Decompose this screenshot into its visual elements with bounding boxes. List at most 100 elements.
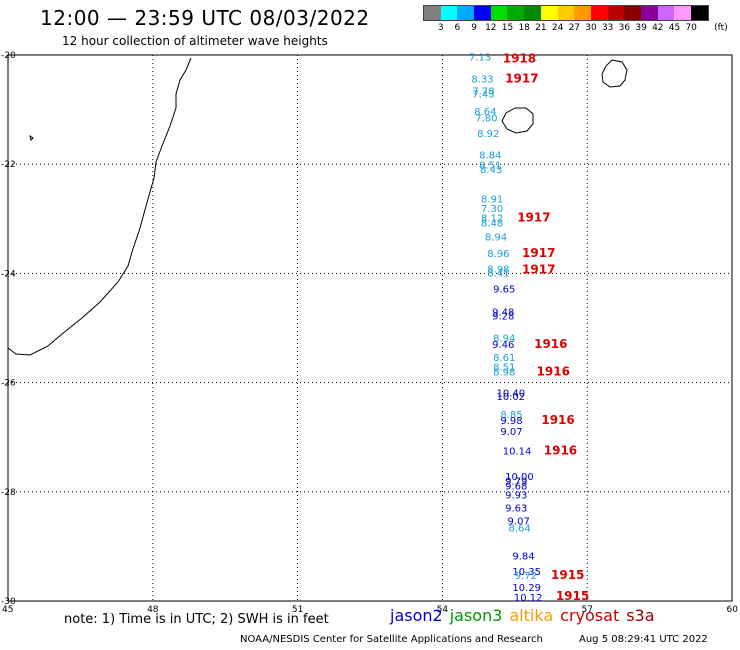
wave-height-value: 10.02 bbox=[496, 392, 525, 403]
reunion-island bbox=[501, 107, 534, 134]
color-scale-tick: 18 bbox=[518, 23, 530, 33]
wave-height-value: 9.07 bbox=[500, 427, 522, 438]
latitude-tick-label: -30 bbox=[1, 597, 16, 607]
wave-height-value: 9.68 bbox=[505, 482, 527, 493]
wave-height-value: 8.94 bbox=[485, 233, 507, 244]
color-swatch-4 bbox=[490, 6, 508, 20]
longitude-tick-label: 48 bbox=[147, 605, 159, 615]
color-scale-tick: 36 bbox=[618, 23, 631, 33]
wave-height-value: 8.51 bbox=[493, 363, 515, 374]
color-swatch-9 bbox=[574, 6, 591, 20]
wave-height-value: 9.28 bbox=[492, 311, 514, 322]
color-swatch-12 bbox=[624, 6, 641, 20]
islet bbox=[29, 134, 34, 141]
color-scale-unit: (ft) bbox=[714, 23, 728, 33]
footer-note: note: 1) Time is in UTC; 2) SWH is in fe… bbox=[64, 612, 329, 627]
longitude-tick-label: 54 bbox=[437, 605, 449, 615]
wave-height-value: 10.12 bbox=[514, 593, 543, 604]
wave-height-value: 10.14 bbox=[503, 447, 532, 458]
color-swatch-14 bbox=[657, 6, 675, 20]
color-scale-tick: 9 bbox=[471, 23, 477, 33]
latitude-tick-label: -20 bbox=[1, 51, 16, 61]
color-scale-tick: 33 bbox=[601, 23, 614, 33]
color-scale-tick: 24 bbox=[551, 23, 564, 33]
color-scale-tick: 15 bbox=[501, 23, 514, 33]
color-scale-tick: 39 bbox=[635, 23, 647, 33]
pass-time-label: 1917 bbox=[522, 262, 555, 276]
mission-jason2: jason2 bbox=[390, 606, 443, 625]
wave-height-value: 8.61 bbox=[493, 353, 515, 364]
wave-height-value: 8.92 bbox=[477, 129, 499, 140]
wave-height-value: 8.64 bbox=[509, 524, 531, 535]
color-scale-tick: 70 bbox=[685, 23, 697, 33]
color-scale-tick: 30 bbox=[585, 23, 597, 33]
wave-height-value: 9.07 bbox=[508, 517, 530, 528]
mission-legend: jason2 jason3 altika cryosat s3a bbox=[390, 606, 662, 625]
credit-line: NOAA/NESDIS Center for Satellite Applica… bbox=[240, 634, 543, 645]
pass-time-label: 1916 bbox=[537, 365, 570, 379]
wave-height-value: 8.64 bbox=[474, 107, 496, 118]
mission-s3a: s3a bbox=[626, 606, 655, 625]
madagascar-coastline bbox=[7, 57, 192, 356]
color-swatch-8 bbox=[557, 6, 575, 20]
wave-height-value: 8.33 bbox=[471, 74, 493, 85]
wave-height-value: 9.65 bbox=[493, 285, 515, 296]
wave-height-value: 8.48 bbox=[481, 218, 503, 229]
color-scale-tick: 42 bbox=[652, 23, 664, 33]
wave-height-value: 10.35 bbox=[512, 567, 541, 578]
observation-layer: 7.138.337.787.438.647.808.928.848.518.43… bbox=[469, 52, 543, 604]
latitude-tick-label: -24 bbox=[1, 269, 16, 279]
wave-height-value: 9.84 bbox=[512, 552, 534, 563]
color-swatch-16 bbox=[691, 6, 708, 20]
wave-height-value: 8.51 bbox=[479, 161, 501, 172]
wave-height-value: 9.93 bbox=[505, 490, 527, 501]
wave-height-value: 9.63 bbox=[505, 503, 527, 514]
pass-time-label: 1917 bbox=[522, 246, 555, 260]
generated-timestamp: Aug 5 08:29:41 UTC 2022 bbox=[579, 634, 708, 645]
mission-cryosat: cryosat bbox=[560, 606, 620, 625]
wave-height-value: 7.30 bbox=[481, 204, 503, 215]
color-scale-tick: 12 bbox=[485, 23, 497, 33]
color-swatch-5 bbox=[507, 6, 525, 20]
wave-height-value: 9.48 bbox=[492, 307, 514, 318]
color-swatch-10 bbox=[590, 6, 608, 20]
wave-height-value: 10.29 bbox=[512, 583, 541, 594]
chart-title: 12:00 — 23:59 UTC 08/03/2022 bbox=[40, 6, 370, 30]
color-swatch-3 bbox=[474, 6, 491, 20]
latitude-tick-label: -26 bbox=[1, 379, 16, 389]
wave-height-value: 8.84 bbox=[479, 151, 501, 162]
wave-height-value: 8.85 bbox=[500, 410, 522, 421]
wave-height-value: 9.79 bbox=[505, 477, 527, 488]
longitude-tick-label: 57 bbox=[581, 605, 592, 615]
color-swatch-2 bbox=[457, 6, 475, 20]
color-swatch-15 bbox=[674, 6, 691, 20]
color-swatch-1 bbox=[440, 6, 458, 20]
map-frame bbox=[7, 54, 733, 602]
wave-height-value: 9.46 bbox=[492, 340, 514, 351]
color-scale-tick: 45 bbox=[668, 23, 681, 33]
pass-time-label: 1917 bbox=[517, 211, 550, 225]
color-swatch-11 bbox=[607, 6, 625, 20]
wave-height-value: 8.98 bbox=[493, 368, 515, 379]
latitude-tick-label: -28 bbox=[1, 488, 16, 498]
color-scale-tick: 27 bbox=[568, 23, 581, 33]
wave-height-value: 8.98 bbox=[487, 264, 509, 275]
wave-height-value: 10.00 bbox=[505, 472, 534, 483]
longitude-tick-label: 45 bbox=[2, 605, 13, 615]
hour-label-layer: 1918 1917 1917 1917 1917 1916 1916 1916 1916 1915… bbox=[503, 52, 589, 603]
pass-time-label: 1916 bbox=[534, 337, 567, 351]
pass-time-label: 1915 bbox=[551, 568, 584, 582]
chart-subtitle: 12 hour collection of altimeter wave hei… bbox=[62, 34, 328, 48]
color-swatch-13 bbox=[640, 6, 658, 20]
wave-height-value: 8.43 bbox=[480, 165, 502, 176]
wave-height-value: 8.91 bbox=[481, 194, 503, 205]
wave-height-value: 10.40 bbox=[496, 388, 525, 399]
color-swatch-6 bbox=[524, 6, 541, 20]
axis-labels: 45 48 51 54 57 60 -20 -22 -24 -26 -28 -30 bbox=[1, 51, 738, 615]
color-scale-tick: 21 bbox=[535, 23, 547, 33]
pass-time-label: 1916 bbox=[541, 413, 574, 427]
color-scale-legend: 3 6 9 12 15 18 21 24 27 30 33 36 39 42 45 70 (ft) bbox=[423, 5, 728, 35]
wave-height-value: 8.94 bbox=[493, 334, 515, 345]
pass-time-label: 1918 bbox=[503, 52, 536, 66]
wave-height-value: 8.12 bbox=[481, 214, 503, 225]
